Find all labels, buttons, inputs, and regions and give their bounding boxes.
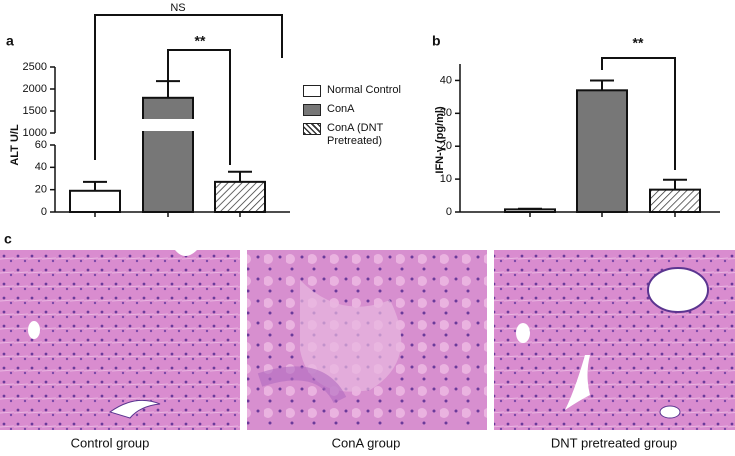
y-tick-label: 30	[440, 107, 452, 119]
legend-label: Normal Control	[327, 84, 401, 96]
y-tick-label: 10	[440, 173, 452, 185]
image-caption: Control group	[71, 435, 150, 450]
y-tick-label: 1000	[23, 127, 47, 139]
y-tick-label: 20	[440, 140, 452, 152]
legend-item: ConA	[303, 103, 433, 116]
annotation: **	[633, 35, 644, 51]
legend-item: Normal Control	[303, 84, 433, 97]
annotation: NS	[170, 2, 185, 14]
bar	[649, 188, 701, 214]
image-caption: ConA group	[332, 435, 401, 450]
legend-label: ConA (DNT Pretreated)	[327, 122, 384, 147]
bar	[576, 89, 628, 213]
y-tick-label: 0	[41, 206, 47, 218]
legend-swatch	[303, 85, 321, 97]
y-tick-label: 2000	[23, 83, 47, 95]
bar	[69, 189, 121, 214]
bar	[504, 208, 556, 213]
legend-swatch	[303, 104, 321, 116]
brackets	[94, 14, 676, 170]
y-tick-label: 40	[440, 74, 452, 86]
y-axis-label: ALT U/L	[9, 124, 21, 166]
legend-label: ConA	[327, 103, 355, 115]
y-tick-label: 1500	[23, 105, 47, 117]
histology-images	[0, 250, 735, 430]
y-axis-label: IFN-γ (pg/ml)	[434, 106, 446, 174]
image-caption: DNT pretreated group	[551, 435, 677, 450]
y-tick-label: 60	[35, 139, 47, 151]
panel-label: c	[4, 231, 12, 247]
bar	[214, 180, 266, 214]
legend-swatch	[303, 123, 321, 135]
y-tick-label: 20	[35, 184, 47, 196]
annotation: **	[195, 33, 206, 49]
y-tick-label: 2500	[23, 61, 47, 73]
y-tick-label: 0	[446, 206, 452, 218]
panel-label: b	[432, 33, 441, 49]
bar	[142, 96, 194, 213]
legend-item: ConA (DNT Pretreated)	[303, 122, 433, 148]
y-tick-label: 40	[35, 161, 47, 173]
axis-break	[138, 119, 198, 131]
legend: Normal Control ConA ConA (DNT Pretreated)	[303, 84, 433, 154]
panel-label: a	[6, 33, 14, 49]
